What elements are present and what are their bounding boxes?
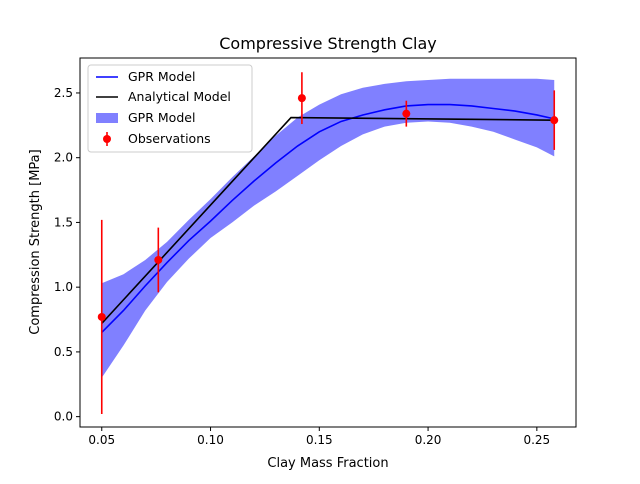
y-axis-label: Compression Strength [MPa] xyxy=(28,149,43,334)
chart-title: Compressive Strength Clay xyxy=(219,34,436,53)
legend: GPR Model Analytical Model GPR Model Observ… xyxy=(87,64,253,153)
y-tick-label: 1.0 xyxy=(54,280,73,294)
legend-analytical-label: Analytical Model xyxy=(128,89,231,104)
axes-frame xyxy=(79,57,577,428)
legend-band-label: GPR Model xyxy=(128,110,195,125)
y-tick-label: 2.0 xyxy=(54,151,73,165)
x-tick-label: 0.25 xyxy=(523,433,550,447)
observation-marker xyxy=(297,94,306,103)
y-tick-label: 1.5 xyxy=(54,215,73,229)
observation-marker xyxy=(550,116,559,125)
x-tick-label: 0.20 xyxy=(415,433,442,447)
observation-marker xyxy=(154,255,163,264)
legend-obs-label: Observations xyxy=(128,131,211,146)
observation-point xyxy=(402,100,411,127)
observation-point xyxy=(550,90,559,150)
legend-band-swatch xyxy=(96,113,118,123)
plot-area xyxy=(97,72,559,415)
legend-box xyxy=(87,64,253,153)
observation-point xyxy=(97,219,106,415)
x-tick-label: 0.05 xyxy=(88,433,115,447)
observation-marker xyxy=(97,312,106,321)
analytical-model-line xyxy=(101,116,555,324)
y-tick-label: 0.0 xyxy=(54,410,73,424)
observation-point xyxy=(297,72,306,125)
x-axis: 0.05 0.10 0.15 0.20 0.25 xyxy=(88,427,550,447)
observation-marker xyxy=(402,109,411,118)
y-axis: 0.0 0.5 1.0 1.5 2.0 2.5 xyxy=(54,86,80,424)
y-tick-label: 2.5 xyxy=(54,86,73,100)
observation-point xyxy=(154,227,163,293)
gpr-model-line xyxy=(101,103,555,334)
legend-obs-marker xyxy=(103,135,111,143)
legend-gpr-line-label: GPR Model xyxy=(128,69,195,84)
gpr-confidence-band xyxy=(101,78,555,378)
x-axis-label: Clay Mass Fraction xyxy=(267,456,388,471)
x-tick-label: 0.15 xyxy=(306,433,333,447)
y-tick-label: 0.5 xyxy=(54,345,73,359)
x-tick-label: 0.10 xyxy=(197,433,224,447)
